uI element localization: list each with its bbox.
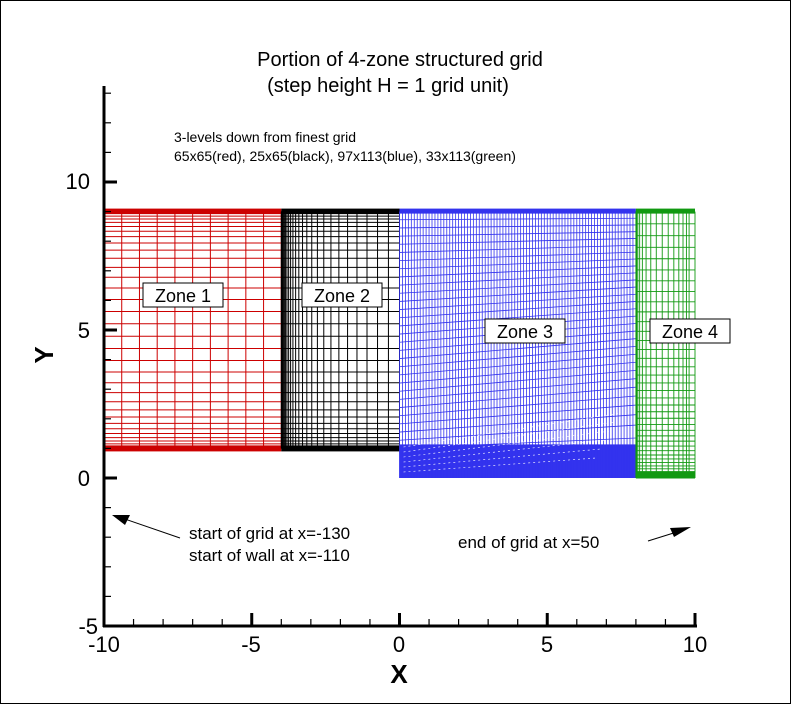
svg-text:Zone 2: Zone 2 [314,286,370,306]
y-tick-minus5: -5 [78,614,98,639]
zone-1-grid [103,208,282,452]
zone-2-label: Zone 2 [301,282,383,308]
x-tick-5: 5 [541,632,553,657]
note-line-2: 65x65(red), 25x65(black), 97x113(blue), … [174,148,516,164]
right-annotation: end of grid at x=50 [458,527,691,552]
title-line-1: Portion of 4-zone structured grid [257,49,543,71]
x-tick-minus10: -10 [88,632,120,657]
zone-3-grid [399,208,637,478]
svg-text:Zone 4: Zone 4 [662,322,718,342]
svg-text:Zone 1: Zone 1 [155,286,211,306]
left-annotation: start of grid at x=-130 start of wall at… [112,515,350,565]
arrow-left-icon [112,515,130,525]
zone-2-grid [280,208,400,452]
note-line-1: 3-levels down from finest grid [174,129,356,145]
y-tick-10: 10 [66,169,90,194]
zone-1-label: Zone 1 [142,282,224,308]
x-axis-label: X [390,659,408,689]
zone-4-label: Zone 4 [649,318,731,344]
svg-text:start of wall at x=-110: start of wall at x=-110 [189,546,350,565]
svg-text:end of grid at x=50: end of grid at x=50 [458,533,599,552]
arrow-right-icon [670,527,691,537]
x-tick-10: 10 [683,632,707,657]
y-tick-5: 5 [78,318,90,343]
x-tick-minus5: -5 [241,632,261,657]
svg-text:Zone 3: Zone 3 [497,322,553,342]
zone-4-grid [635,208,696,479]
zone-3-label: Zone 3 [484,318,566,344]
y-axis-label: Y [29,346,59,363]
x-tick-0: 0 [393,632,405,657]
title-line-2: (step height H = 1 grid unit) [267,75,509,97]
svg-text:start of grid at x=-130: start of grid at x=-130 [189,524,350,543]
axis-ticks [102,92,697,628]
y-tick-0: 0 [78,466,90,491]
